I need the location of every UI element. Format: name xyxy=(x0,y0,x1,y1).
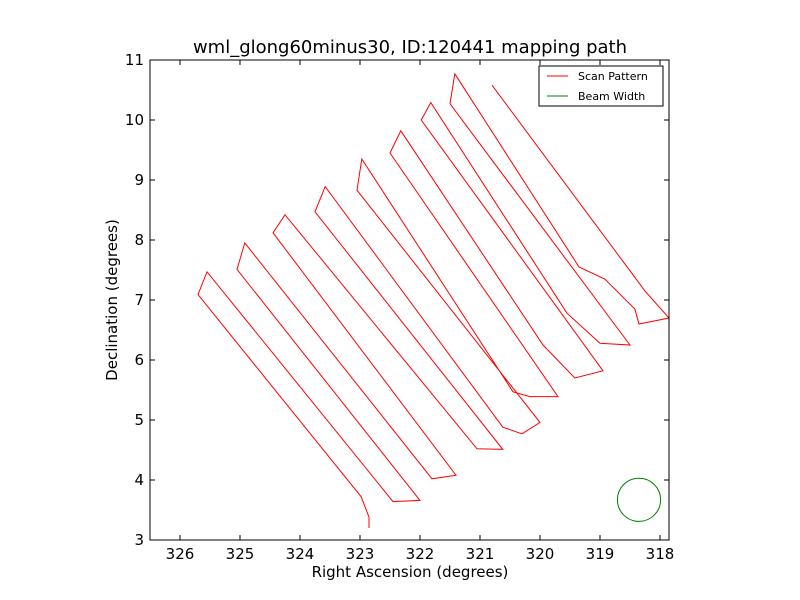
x-tick-label: 326 xyxy=(166,545,195,563)
x-tick-label: 323 xyxy=(346,545,375,563)
y-tick-label: 6 xyxy=(134,351,144,369)
ticks-layer: 326 325 324 323 322 321 320 319 318 3 4 5 6 7 8 9 10 11 xyxy=(125,51,674,563)
y-tick-label: 8 xyxy=(134,231,144,249)
y-axis-label: Declination (degrees) xyxy=(103,219,121,381)
x-tick-label: 320 xyxy=(526,545,555,563)
plot-area: 326 325 324 323 322 321 320 319 318 3 4 5 6 7 8 9 10 11 xyxy=(125,51,674,563)
legend-label-scan-pattern: Scan Pattern xyxy=(578,70,648,83)
x-tick-label: 321 xyxy=(466,545,495,563)
series-scan-pattern xyxy=(197,72,670,528)
y-tick-label: 10 xyxy=(125,111,144,129)
y-tick-label: 5 xyxy=(134,411,144,429)
legend-label-beam-width: Beam Width xyxy=(578,90,645,103)
series-layer xyxy=(197,72,670,528)
series-beam-width xyxy=(616,477,662,522)
x-tick-label: 319 xyxy=(586,545,615,563)
x-tick-label: 325 xyxy=(226,545,255,563)
chart-title: wml_glong60minus30, ID:120441 mapping pa… xyxy=(193,37,627,58)
y-tick-label: 7 xyxy=(134,291,144,309)
y-tick-label: 4 xyxy=(134,471,144,489)
x-axis-label: Right Ascension (degrees) xyxy=(312,563,509,581)
y-tick-label: 9 xyxy=(134,171,144,189)
x-tick-label: 324 xyxy=(286,545,315,563)
legend: Scan Pattern Beam Width xyxy=(538,65,664,107)
x-tick-label: 318 xyxy=(646,545,675,563)
y-tick-label: 11 xyxy=(125,51,144,69)
legend-box xyxy=(538,65,664,107)
x-tick-label: 322 xyxy=(406,545,435,563)
y-tick-label: 3 xyxy=(134,531,144,549)
